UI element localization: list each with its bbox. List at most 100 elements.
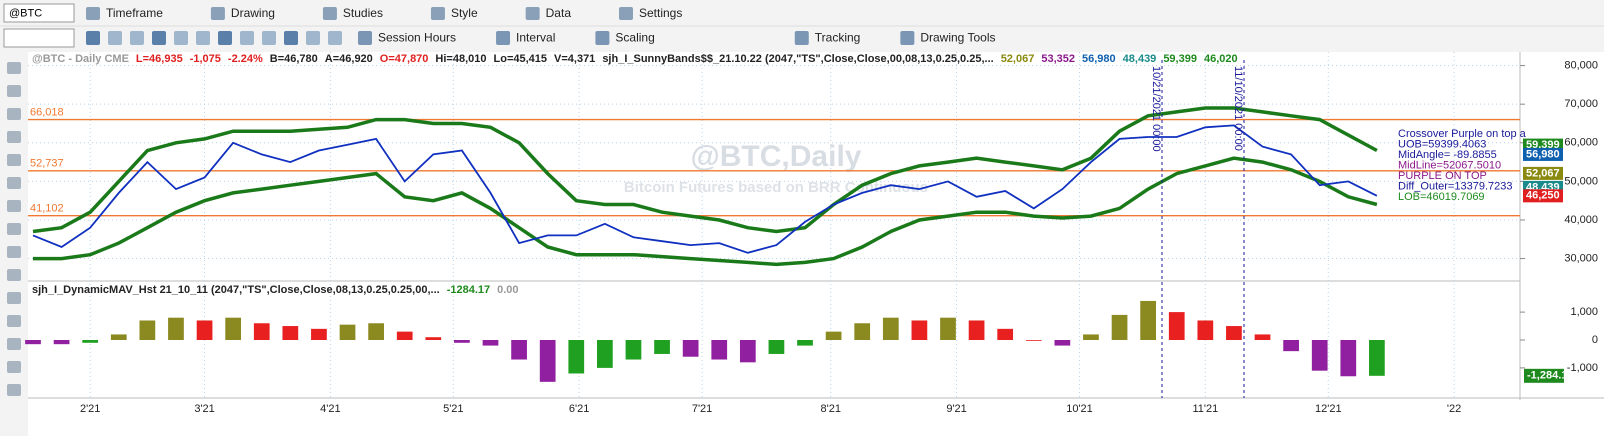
- histogram-bar: [139, 320, 156, 340]
- toolbar-button[interactable]: Data: [546, 6, 572, 20]
- histogram-bar: [940, 317, 956, 340]
- tool-icon[interactable]: [7, 246, 21, 258]
- legend-text: 48,439: [1123, 53, 1157, 65]
- histogram-bar: [1311, 340, 1328, 371]
- toolbar-button[interactable]: Session Hours: [378, 31, 456, 45]
- price-axis-bg: [1520, 52, 1604, 400]
- histogram-bar: [882, 317, 899, 340]
- toolbar-icon[interactable]: [284, 31, 298, 45]
- toolbar-icon[interactable]: [174, 31, 188, 45]
- x-tick-label: 6'21: [569, 403, 589, 415]
- toolbar-icon[interactable]: [322, 7, 337, 20]
- histogram-bar: [539, 340, 556, 382]
- tool-icon[interactable]: [7, 62, 21, 74]
- toolbar-icon[interactable]: [430, 7, 445, 20]
- toolbar-button[interactable]: Studies: [343, 6, 383, 20]
- annotation: PURPLE ON TOP: [1398, 170, 1487, 182]
- histogram-bar: [168, 317, 184, 340]
- value-tag: [1524, 368, 1564, 383]
- tool-icon[interactable]: [7, 108, 21, 120]
- symbol[interactable]: @BTC: [9, 7, 42, 19]
- histogram-bar: [396, 331, 413, 340]
- toolbar-icon[interactable]: [108, 31, 122, 45]
- histogram-bar: [768, 340, 785, 354]
- histogram-bar: [1140, 300, 1157, 340]
- legend-text: sjh_I_SunnyBands$$_21.10.22 (2047,"TS",C…: [602, 53, 993, 65]
- y-tick-label: 80,000: [1564, 59, 1598, 71]
- x-tick-label: 7'21: [692, 403, 712, 415]
- symbol-box[interactable]: [3, 3, 75, 23]
- toolbar-icon[interactable]: [196, 31, 210, 45]
- histogram-bar: [196, 320, 213, 340]
- toolbar-icon[interactable]: [595, 31, 610, 45]
- toolbar-button[interactable]: Tracking: [815, 31, 861, 45]
- legend-text: Hi=48,010: [435, 53, 486, 65]
- histogram-bar: [739, 340, 756, 363]
- legend-text: -1,075: [190, 53, 221, 65]
- toolbar-icon[interactable]: [218, 31, 232, 45]
- histogram-bar: [911, 320, 928, 340]
- tool-icon[interactable]: [7, 315, 21, 327]
- toolbar-button[interactable]: Interval: [516, 31, 555, 45]
- histogram-bar: [82, 340, 99, 343]
- toolbar-button[interactable]: Drawing Tools: [920, 31, 995, 45]
- histogram-bar: [968, 320, 985, 340]
- toolbar-icon[interactable]: [86, 31, 100, 45]
- series-line: [32, 124, 1378, 254]
- level-label: 41,102: [30, 203, 64, 215]
- x-tick-label: 4'21: [320, 403, 340, 415]
- legend-text: A=46,920: [325, 53, 373, 65]
- legend-text: 0.00: [497, 284, 518, 296]
- tool-icon[interactable]: [7, 154, 21, 166]
- y-tick-label: 40,000: [1564, 214, 1598, 226]
- toolbar-icon[interactable]: [130, 31, 144, 45]
- legend-text: 46,020: [1204, 53, 1238, 65]
- toolbar-icon[interactable]: [358, 31, 372, 45]
- y-tick-label: 30,000: [1564, 252, 1598, 264]
- toolbar-icon[interactable]: [328, 31, 342, 45]
- toolbar-icon[interactable]: [262, 31, 276, 45]
- toolbar-button[interactable]: Settings: [639, 6, 682, 20]
- toolbar-button[interactable]: Drawing: [231, 6, 275, 20]
- toolbar-icon[interactable]: [240, 31, 254, 45]
- toolbar-button[interactable]: Style: [451, 6, 478, 20]
- tool-icon[interactable]: [7, 338, 21, 350]
- toolbar-icon[interactable]: [210, 7, 225, 20]
- interval-box[interactable]: [3, 28, 75, 48]
- tool-icon[interactable]: [7, 361, 21, 373]
- tool-icon[interactable]: [7, 384, 21, 396]
- toolbar-icon[interactable]: [900, 31, 915, 45]
- x-tick-label: 8'21: [821, 403, 841, 415]
- tool-icon[interactable]: [7, 269, 21, 281]
- tool-icon[interactable]: [7, 292, 21, 304]
- toolbar-icon[interactable]: [152, 31, 166, 45]
- toolbar-button[interactable]: Timeframe: [106, 6, 163, 20]
- legend-text: 52,067: [1001, 53, 1035, 65]
- histogram-bar: [454, 340, 470, 343]
- tool-icon[interactable]: [7, 200, 21, 212]
- tool-icon[interactable]: [7, 177, 21, 189]
- price-tag: [1523, 147, 1563, 161]
- y-tick-label: 0: [1592, 334, 1598, 346]
- x-tick-label: 9'21: [946, 403, 966, 415]
- toolbar-icon[interactable]: [306, 31, 320, 45]
- tool-icon[interactable]: [7, 223, 21, 235]
- price-tag-label: 46,250: [1526, 190, 1560, 202]
- toolbar-icon[interactable]: [496, 31, 511, 45]
- toolbar-button[interactable]: Scaling: [615, 31, 654, 45]
- histogram-bar: [825, 331, 842, 340]
- x-tick-label: 5'21: [443, 403, 463, 415]
- series-line: [33, 156, 1378, 267]
- toolbar-icon[interactable]: [525, 7, 540, 20]
- tool-icon[interactable]: [7, 131, 21, 143]
- y-tick-label: 60,000: [1564, 137, 1598, 149]
- toolbar-icon[interactable]: [619, 7, 633, 20]
- toolbar-icon[interactable]: [794, 31, 809, 45]
- toolbar-icon[interactable]: [86, 7, 100, 20]
- histogram-bar: [511, 340, 527, 360]
- tool-icon[interactable]: [7, 85, 21, 97]
- histogram-bar: [854, 323, 871, 340]
- price-tag: [1523, 166, 1563, 180]
- histogram-bar: [311, 328, 327, 340]
